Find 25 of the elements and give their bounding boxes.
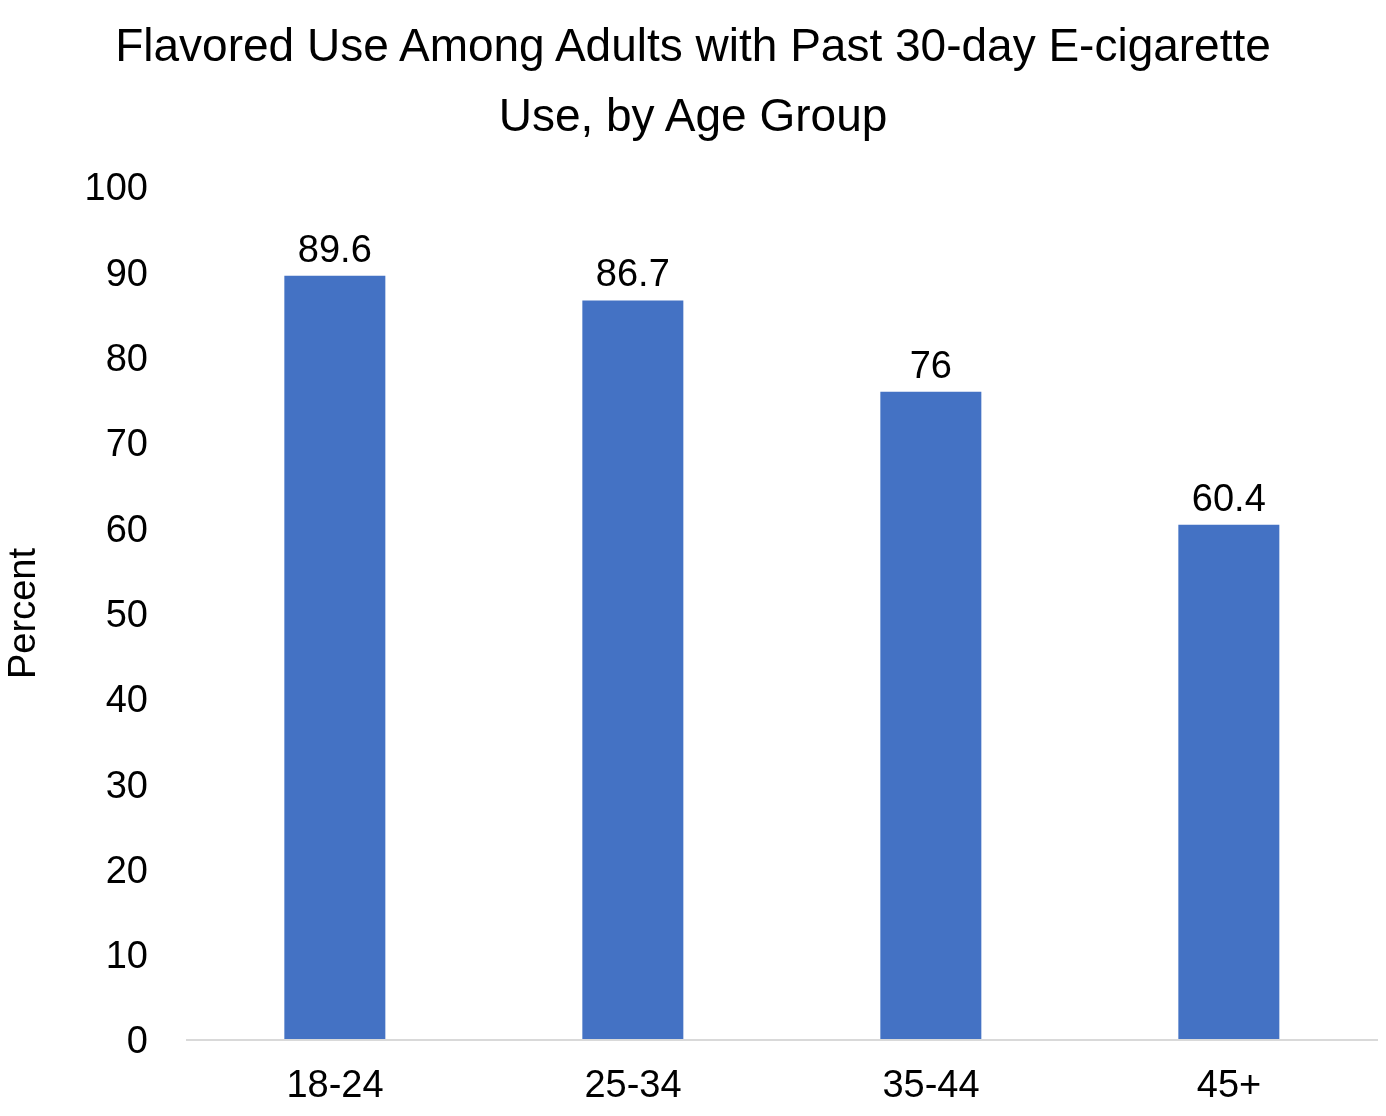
- data-label: 86.7: [595, 252, 670, 295]
- bar: [880, 391, 982, 1040]
- y-axis-title: Percent: [1, 547, 44, 679]
- data-label: 89.6: [297, 227, 372, 270]
- y-tick-label: 20: [105, 848, 148, 891]
- data-label: 60.4: [1191, 476, 1266, 519]
- y-tick-label: 60: [105, 507, 148, 550]
- bar: [582, 300, 684, 1040]
- y-tick-label: 30: [105, 763, 148, 806]
- x-tick-label: 25-34: [584, 1062, 682, 1105]
- data-label: 76: [909, 343, 952, 386]
- bar: [1178, 524, 1280, 1040]
- y-tick-label: 10: [105, 934, 148, 977]
- y-tick-label: 100: [84, 166, 148, 209]
- y-tick-label: 40: [105, 678, 148, 721]
- bar: [284, 275, 386, 1040]
- chart-title: Flavored Use Among Adults with Past 30-day E-cigarette Use, by Age Group: [114, 18, 1272, 143]
- y-tick-label: 70: [105, 422, 148, 465]
- x-tick-label: 35-44: [882, 1062, 980, 1105]
- y-tick-label: 0: [126, 1019, 148, 1062]
- y-tick-label: 90: [105, 251, 148, 294]
- x-tick-label: 45+: [1196, 1062, 1262, 1105]
- y-tick-label: 50: [105, 592, 148, 635]
- x-tick-label: 18-24: [286, 1062, 384, 1105]
- y-tick-label: 80: [105, 337, 148, 380]
